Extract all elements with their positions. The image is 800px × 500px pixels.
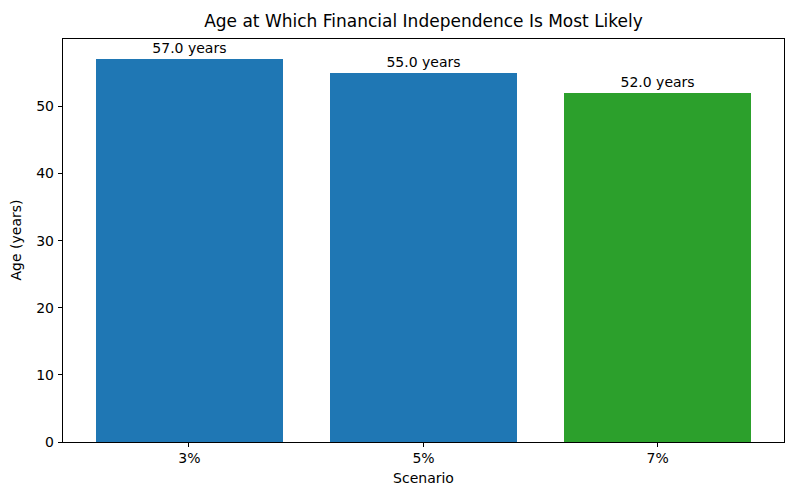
y-tick-label: 40: [36, 166, 54, 180]
bar-value-label: 57.0 years: [152, 41, 226, 56]
y-tick-label: 30: [36, 234, 54, 248]
x-axis-label: Scenario: [62, 470, 785, 486]
bar-7%: [564, 93, 751, 442]
y-tick-mark: [58, 442, 62, 443]
y-tick-mark: [58, 240, 62, 241]
y-tick-label: 50: [36, 99, 54, 113]
y-tick-mark: [58, 374, 62, 375]
y-tick-mark: [58, 173, 62, 174]
y-tick-label: 10: [36, 368, 54, 382]
y-tick-mark: [58, 307, 62, 308]
x-tick-mark: [657, 443, 658, 447]
x-tick-mark: [423, 443, 424, 447]
plot-area: 57.0 years 55.0 years 52.0 years: [62, 38, 785, 443]
x-tick-label: 5%: [412, 451, 434, 465]
bar-value-label: 52.0 years: [621, 75, 695, 90]
y-axis-label: Age (years): [8, 140, 24, 340]
y-tick-label: 20: [36, 301, 54, 315]
x-tick-mark: [188, 443, 189, 447]
y-tick-label: 0: [45, 435, 54, 449]
x-tick-label: 3%: [178, 451, 200, 465]
bar-3%: [96, 59, 283, 442]
bar-5%: [330, 73, 517, 442]
bar-chart-figure: Age at Which Financial Independence Is M…: [0, 0, 800, 500]
bar-value-label: 55.0 years: [386, 55, 460, 70]
x-tick-label: 7%: [646, 451, 668, 465]
y-tick-mark: [58, 106, 62, 107]
chart-title: Age at Which Financial Independence Is M…: [62, 11, 785, 31]
